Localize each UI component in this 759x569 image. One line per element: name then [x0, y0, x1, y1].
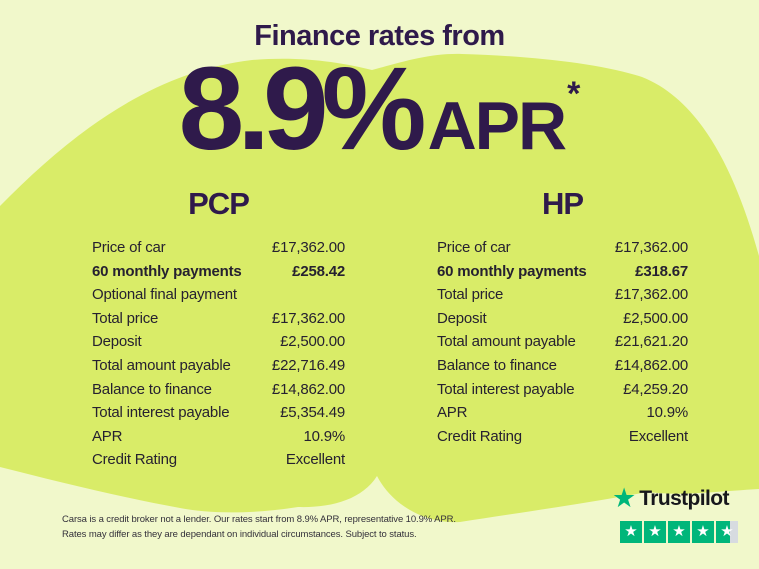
row-value: £2,500.00	[280, 333, 345, 351]
hp-column: HP Price of car £17,362.00 60 monthly paym…	[437, 186, 688, 448]
finance-row: Price of car £17,362.00	[92, 236, 345, 260]
finance-row: Balance to finance £14,862.00	[437, 354, 688, 378]
finance-row: Credit Rating Excellent	[437, 425, 688, 449]
row-label: Total amount payable	[92, 356, 231, 374]
trustpilot-logo: ★ Trustpilot	[612, 485, 752, 512]
row-label: Balance to finance	[92, 380, 212, 398]
finance-row: Deposit £2,500.00	[437, 307, 688, 331]
trustpilot-star-icon: ★	[612, 483, 637, 513]
row-label: Deposit	[437, 309, 487, 327]
headline-rate: 8.9% APR*	[0, 50, 759, 168]
row-label: Total interest payable	[437, 380, 575, 398]
row-value: 10.9%	[303, 427, 345, 445]
row-value: Excellent	[285, 451, 345, 469]
row-value: £17,362.00	[271, 309, 345, 327]
row-value: £5,354.49	[280, 404, 345, 422]
finance-row: 60 monthly payments £258.42	[92, 260, 345, 284]
apr-label: APR	[427, 88, 568, 164]
finance-row: Total interest payable £5,354.49	[92, 401, 345, 425]
row-value: £22,716.49	[271, 356, 345, 374]
trustpilot-rating-stars: ★ ★ ★ ★ ★	[620, 521, 752, 543]
row-value: Excellent	[628, 427, 688, 445]
rating-star-box: ★	[620, 521, 642, 543]
row-label: APR	[437, 404, 468, 422]
row-label: Deposit	[92, 333, 142, 351]
finance-row: Total price £17,362.00	[437, 283, 688, 307]
row-value: £17,362.00	[614, 286, 688, 304]
row-value: £2,500.00	[623, 309, 688, 327]
hp-table: Price of car £17,362.00 60 monthly payment…	[437, 236, 688, 448]
finance-row: Total price £17,362.00	[92, 307, 345, 331]
row-value: £21,621.20	[614, 333, 688, 351]
pcp-title: PCP	[188, 186, 250, 221]
finance-row: Total interest payable £4,259.20	[437, 378, 688, 402]
row-label: 60 monthly payments	[437, 262, 587, 280]
row-label: Total price	[92, 309, 159, 327]
row-value: £14,862.00	[271, 380, 345, 398]
pcp-column: PCP Price of car £17,362.00 60 monthly pay…	[92, 186, 345, 472]
row-label: Price of car	[437, 239, 511, 256]
finance-row: Total amount payable £22,716.49	[92, 354, 345, 378]
pcp-table: Price of car £17,362.00 60 monthly payment…	[92, 236, 345, 472]
row-value: £14,862.00	[614, 356, 688, 374]
hp-title: HP	[541, 186, 584, 221]
row-value: £17,362.00	[614, 239, 688, 256]
rating-star-box: ★	[692, 521, 714, 543]
page-title: Finance rates from	[254, 20, 505, 52]
row-value: £4,259.20	[623, 380, 688, 398]
finance-row: Optional final payment	[92, 283, 345, 307]
finance-row: APR 10.9%	[92, 425, 345, 449]
disclaimer-line-2: Rates may differ as they are dependant o…	[62, 528, 417, 540]
row-label: Price of car	[92, 239, 166, 256]
disclaimer-line-1: Carsa is a credit broker not a lender. O…	[62, 514, 456, 525]
finance-row: Credit Rating Excellent	[92, 448, 345, 472]
rate-value: 8.9%	[178, 43, 427, 175]
row-label: APR	[92, 427, 123, 445]
row-value: £318.67	[635, 262, 688, 280]
apr-asterisk: *	[567, 75, 581, 113]
finance-row: Total amount payable £21,621.20	[437, 330, 688, 354]
trustpilot-widget: ★ Trustpilot ★ ★ ★ ★ ★	[612, 485, 752, 543]
row-value: 10.9%	[646, 404, 688, 422]
rating-star-box: ★	[668, 521, 690, 543]
rating-star-box: ★	[716, 521, 738, 543]
finance-row: APR 10.9%	[437, 401, 688, 425]
finance-row: Balance to finance £14,862.00	[92, 378, 345, 402]
legal-disclaimer: Carsa is a credit broker not a lender. O…	[62, 513, 542, 542]
row-value: £258.42	[292, 262, 345, 280]
row-label: Optional final payment	[92, 286, 237, 304]
row-label: Total interest payable	[92, 404, 230, 422]
finance-row: 60 monthly payments £318.67	[437, 260, 688, 284]
row-label: Credit Rating	[437, 427, 522, 445]
rating-star-box: ★	[644, 521, 666, 543]
row-label: Credit Rating	[92, 451, 177, 469]
row-label: Total price	[437, 286, 504, 304]
trustpilot-brand-text: Trustpilot	[639, 486, 729, 510]
row-label: 60 monthly payments	[92, 262, 242, 280]
row-label: Balance to finance	[437, 356, 557, 374]
finance-row: Deposit £2,500.00	[92, 330, 345, 354]
row-value: £17,362.00	[271, 239, 345, 256]
finance-row: Price of car £17,362.00	[437, 236, 688, 260]
row-label: Total amount payable	[437, 333, 576, 351]
